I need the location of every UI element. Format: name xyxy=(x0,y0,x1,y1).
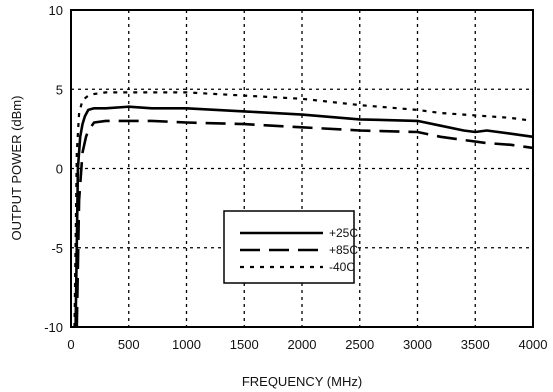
legend-label-2: -40C xyxy=(329,260,355,274)
x-tick-label: 2500 xyxy=(345,337,374,352)
x-axis-label: FREQUENCY (MHz) xyxy=(242,374,362,389)
x-tick-label: 500 xyxy=(118,337,140,352)
series-line-1 xyxy=(75,119,534,328)
legend-label-1: +85C xyxy=(329,243,358,257)
x-tick-label: 4000 xyxy=(519,337,548,352)
legend: +25C +85C -40C xyxy=(223,210,358,284)
plot-frame xyxy=(70,9,534,328)
series-line-2 xyxy=(73,91,534,328)
y-axis-label: OUTPUT POWER (dBm) xyxy=(9,96,24,241)
y-tick-label: -10 xyxy=(44,320,63,335)
series-line-0 xyxy=(74,105,534,328)
tick-labels: 0 500 1000 1500 2000 2500 3000 3500 4000 10 5 0 -5 -1… xyxy=(44,3,547,352)
x-tick-label: 0 xyxy=(67,337,74,352)
x-tick-label: 3000 xyxy=(403,337,432,352)
x-tick-label: 2000 xyxy=(288,337,317,352)
y-tick-label: -5 xyxy=(51,241,63,256)
x-tick-label: 1000 xyxy=(172,337,201,352)
legend-label-0: +25C xyxy=(329,226,358,240)
y-tick-label: 0 xyxy=(56,162,63,177)
legend-box xyxy=(223,210,355,284)
y-tick-label: 5 xyxy=(56,82,63,97)
y-tick-label: 10 xyxy=(49,3,63,18)
x-tick-label: 3500 xyxy=(461,337,490,352)
series-lines xyxy=(73,91,534,328)
x-tick-label: 1500 xyxy=(230,337,259,352)
